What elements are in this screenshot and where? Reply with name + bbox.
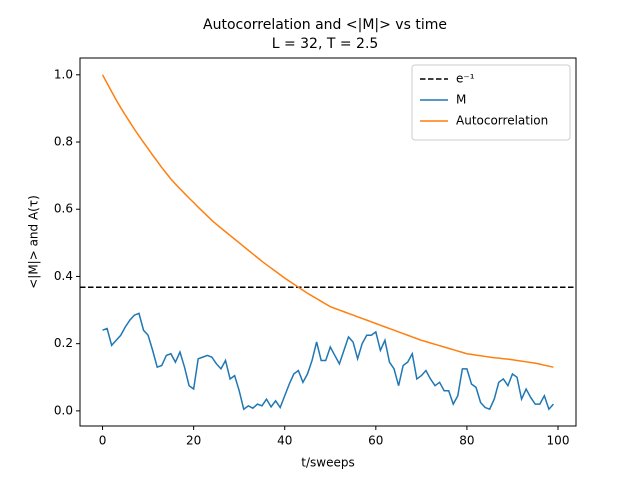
x-tick-label: 0 — [99, 434, 107, 448]
y-tick-label: 0.6 — [54, 202, 73, 216]
legend: e⁻¹ M Autocorrelation — [411, 64, 571, 141]
x-tick-label: 40 — [277, 434, 292, 448]
x-tick-label: 80 — [459, 434, 474, 448]
y-tick-label: 1.0 — [54, 67, 73, 81]
y-tick-label: 0.0 — [54, 403, 73, 417]
x-tick-label: 20 — [186, 434, 201, 448]
x-axis-label: t/sweeps — [301, 456, 354, 470]
legend-label: e⁻¹ — [456, 72, 475, 86]
x-tick-label: 100 — [547, 434, 570, 448]
chart-subtitle: L = 32, T = 2.5 — [272, 36, 379, 52]
x-tick-label: 60 — [368, 434, 383, 448]
plot-frame — [79, 57, 577, 427]
legend-label: M — [456, 93, 466, 107]
chart-title: Autocorrelation and <|M|> vs time — [203, 17, 447, 33]
data-line — [102, 312, 555, 411]
y-tick-label: 0.8 — [54, 135, 73, 149]
legend-box — [411, 64, 571, 141]
y-tick-label: 0.2 — [54, 336, 73, 350]
y-tick-label: 0.4 — [54, 269, 73, 283]
legend-label: Autocorrelation — [456, 114, 548, 128]
y-axis-label: <|M|> and A(τ) — [27, 195, 41, 289]
data-line — [101, 74, 554, 368]
